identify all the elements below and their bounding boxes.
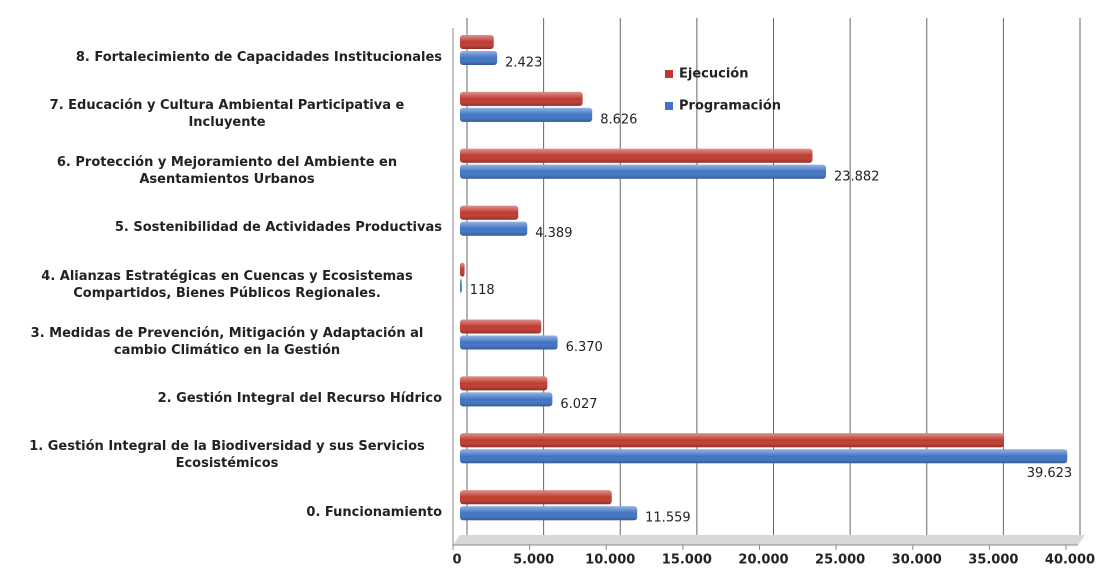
y-tick-label: 2. Gestión Integral del Recurso Hídrico xyxy=(157,390,442,406)
y-tick-label: 3. Medidas de Prevención, Mitigación y A… xyxy=(30,325,424,358)
bar xyxy=(460,35,494,49)
data-label: 6.370 xyxy=(566,340,603,355)
data-label: 8.626 xyxy=(600,112,637,127)
bar-shine xyxy=(460,148,813,163)
category-label: 6. Protección y Mejoramiento del Ambient… xyxy=(56,154,398,187)
legend-label: Ejecución xyxy=(679,67,748,82)
bar xyxy=(460,148,813,163)
bar-shine xyxy=(460,449,1068,464)
bar-shine xyxy=(460,164,826,179)
bar xyxy=(460,490,612,505)
bar-shine xyxy=(460,490,612,505)
data-label: 11.559 xyxy=(645,511,691,526)
category-label: 1. Gestión Integral de la Biodiversidad … xyxy=(29,439,425,472)
data-label: 6.027 xyxy=(560,397,597,412)
bar-shine xyxy=(460,335,558,350)
y-tick-label: 5. Sostenibilidad de Actividades Product… xyxy=(114,220,442,236)
bar xyxy=(460,433,1005,448)
bar xyxy=(460,91,583,106)
category-label: 8. Fortalecimiento de Capacidades Instit… xyxy=(75,49,442,65)
bar xyxy=(460,107,593,122)
category-label: 3. Medidas de Prevención, Mitigación y A… xyxy=(30,325,424,358)
bar-shine xyxy=(460,107,593,122)
floor xyxy=(453,535,1085,545)
bar xyxy=(460,319,542,334)
bar-shine xyxy=(460,51,498,65)
legend-label: Programación xyxy=(679,99,781,114)
bar-shine xyxy=(460,319,542,334)
bar-shine xyxy=(460,433,1005,448)
category-label: 5. Sostenibilidad de Actividades Product… xyxy=(114,220,442,236)
bar xyxy=(460,51,498,65)
category-label: 4. Alianzas Estratégicas en Cuencas y Ec… xyxy=(41,268,413,301)
bar xyxy=(460,164,826,179)
data-label: 23.882 xyxy=(834,169,880,184)
legend-swatch xyxy=(665,70,673,78)
bar xyxy=(460,449,1068,464)
bar xyxy=(460,278,462,293)
y-tick-label: 8. Fortalecimiento de Capacidades Instit… xyxy=(75,49,442,65)
data-label: 2.423 xyxy=(505,56,542,71)
bar-shine xyxy=(460,376,548,391)
category-label: 0. Funcionamiento xyxy=(306,504,442,520)
data-label: 39.623 xyxy=(1027,466,1073,481)
y-tick-label: 7. Educación y Cultura Ambiental Partici… xyxy=(49,97,405,130)
bar xyxy=(460,376,548,391)
bar-shine xyxy=(460,278,462,293)
bar-shine xyxy=(460,506,638,521)
data-label: 4.389 xyxy=(535,226,572,241)
bar-shine xyxy=(460,221,528,236)
x-tick-label: 35.000 xyxy=(968,553,1018,568)
legend-swatch xyxy=(665,102,673,110)
bar-shine xyxy=(460,392,553,407)
bar xyxy=(460,392,553,407)
data-label: 118 xyxy=(470,283,495,298)
bar-shine xyxy=(460,205,519,220)
bar xyxy=(460,262,465,277)
bar xyxy=(460,221,528,236)
category-label: 7. Educación y Cultura Ambiental Partici… xyxy=(49,97,405,130)
bar xyxy=(460,205,519,220)
bar xyxy=(460,335,558,350)
bar xyxy=(460,506,638,521)
x-tick-label: 20.000 xyxy=(738,553,788,568)
y-tick-label: 6. Protección y Mejoramiento del Ambient… xyxy=(56,154,398,187)
bar-shine xyxy=(460,91,583,106)
x-tick-label: 40.000 xyxy=(1045,553,1095,568)
x-tick-label: 5.000 xyxy=(513,553,554,568)
x-tick-label: 0 xyxy=(452,553,461,568)
y-tick-label: 0. Funcionamiento xyxy=(306,504,442,520)
bar-shine xyxy=(460,262,465,277)
x-tick-label: 25.000 xyxy=(815,553,865,568)
x-tick-label: 15.000 xyxy=(662,553,712,568)
category-label: 2. Gestión Integral del Recurso Hídrico xyxy=(157,390,442,406)
x-tick-label: 30.000 xyxy=(892,553,942,568)
x-tick-label: 10.000 xyxy=(585,553,635,568)
y-tick-label: 1. Gestión Integral de la Biodiversidad … xyxy=(29,439,425,472)
y-tick-label: 4. Alianzas Estratégicas en Cuencas y Ec… xyxy=(41,268,413,301)
bar-shine xyxy=(460,35,494,49)
